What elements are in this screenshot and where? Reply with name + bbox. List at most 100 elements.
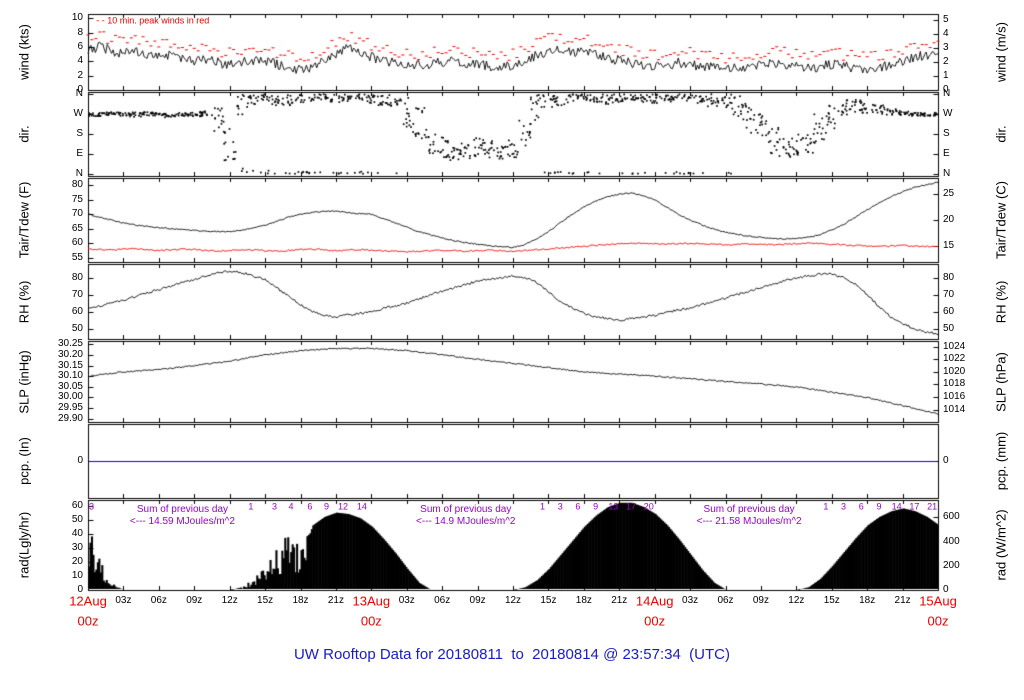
- y-axis-title-right-rad: rad (W/m^2): [993, 509, 1009, 581]
- y-tick-label-left-wind: 0: [77, 84, 83, 95]
- rad-sum-note-line1: Sum of previous day: [136, 504, 229, 515]
- y-axis-title-left-slp: SLP (inHg): [16, 349, 32, 414]
- y-tick-label-left-dir: N: [75, 167, 83, 179]
- rad-sum-note-line2: <--- 14.59 MJoules/m^2: [129, 516, 235, 527]
- rad-sum-note-line2: <--- 21.58 MJoules/m^2: [696, 516, 802, 527]
- rad-cumulative-mark: 9: [593, 501, 599, 512]
- rad-cumulative-mark: 9: [876, 501, 882, 512]
- y-tick-label-right-slp: 1020: [943, 365, 966, 377]
- x-major-label-hour: 00z: [644, 613, 666, 629]
- rad-cumulative-mark: 1: [539, 501, 546, 512]
- rad-sum-note-line1: Sum of previous day: [420, 504, 512, 515]
- y-tick-label-right-wind: 4: [943, 28, 949, 40]
- x-major-label-day: 14Aug: [635, 593, 674, 609]
- x-tick-label: 18z: [859, 595, 876, 606]
- y-tick-label-left-dir: E: [76, 147, 83, 159]
- y-tick-label-left-wind: 6: [77, 40, 83, 52]
- y-tick-label-left-temp: 60: [71, 237, 83, 249]
- y-axis-title-right-rh: RH (%): [993, 280, 1009, 323]
- y-tick-label-left-dir: S: [76, 128, 83, 139]
- rad-cumulative-mark: 3: [557, 501, 563, 512]
- y-tick-label-right-slp: 1018: [943, 378, 966, 390]
- y-tick-label-right-wind: 2: [943, 56, 949, 68]
- rad-cumulative-mark: 6: [575, 501, 581, 512]
- y-tick-label-right-dir: E: [943, 147, 950, 159]
- x-major-label-day: 15Aug: [919, 593, 957, 609]
- x-major-label-day: 13Aug: [352, 593, 391, 609]
- y-axis-title-left-pcp: pcp. (In): [16, 437, 32, 485]
- x-tick-label: 15z: [257, 595, 274, 606]
- y-tick-label-left-slp: 30.10: [57, 370, 83, 382]
- y-tick-label-left-wind: 4: [77, 55, 83, 67]
- rad-cumulative-mark: 3: [89, 501, 95, 512]
- rad-cumulative-mark: 14: [356, 501, 367, 512]
- rad-cumulative-mark: 17: [626, 501, 637, 512]
- y-tick-label-left-slp: 30.25: [57, 338, 83, 350]
- y-tick-label-right-rad: 200: [943, 559, 960, 571]
- y-tick-label-left-rad: 10: [71, 569, 83, 581]
- rad-cumulative-mark: 9: [323, 501, 329, 512]
- y-tick-label-left-temp: 65: [71, 222, 83, 234]
- y-tick-label-left-wind: 10: [71, 12, 83, 24]
- x-tick-label: 21z: [611, 595, 628, 606]
- y-tick-label-left-slp: 30.05: [57, 380, 83, 392]
- y-tick-label-left-temp: 55: [71, 251, 83, 263]
- y-axis-title-left-dir: dir.: [16, 125, 32, 143]
- y-tick-label-right-slp: 1016: [943, 391, 966, 403]
- y-tick-label-right-rh: 60: [943, 305, 955, 317]
- y-tick-label-left-slp: 30.20: [57, 348, 83, 360]
- y-tick-label-right-dir: S: [943, 128, 950, 139]
- y-tick-label-left-temp: 75: [71, 193, 83, 205]
- meteogram-canvas: [0, 0, 1024, 640]
- rad-cumulative-mark: 17: [909, 501, 920, 512]
- rad-cumulative-mark: 21: [927, 501, 938, 512]
- x-tick-label: 18z: [575, 595, 592, 606]
- rad-cumulative-mark: 1: [823, 501, 829, 512]
- x-tick-label: 06z: [434, 595, 451, 606]
- x-tick-label: 15z: [540, 595, 557, 606]
- y-tick-label-right-dir: W: [943, 108, 953, 120]
- y-tick-label-left-rad: 30: [71, 541, 83, 553]
- y-tick-label-right-rh: 50: [943, 322, 955, 334]
- rad-cumulative-mark: 3: [272, 501, 278, 512]
- y-tick-label-right-wind: 3: [943, 42, 949, 54]
- y-tick-label-left-rad: 60: [71, 499, 83, 511]
- figure-title: UW Rooftop Data for 20180811 to 20180814…: [293, 646, 731, 663]
- y-tick-label-left-rad: 40: [71, 527, 83, 539]
- x-major-label-hour: 00z: [927, 613, 949, 629]
- y-tick-label-left-rh: 60: [71, 305, 83, 317]
- y-tick-label-right-rh: 80: [943, 271, 955, 283]
- y-tick-label-left-slp: 30.00: [57, 391, 83, 403]
- x-tick-label: 03z: [682, 595, 699, 606]
- x-tick-label: 15z: [823, 595, 840, 606]
- x-tick-label: 03z: [115, 595, 132, 606]
- y-tick-label-left-temp: 70: [71, 208, 83, 220]
- x-major-label-hour: 00z: [77, 613, 99, 629]
- y-tick-label-left-rh: 50: [71, 322, 83, 334]
- y-tick-label-left-rh: 70: [71, 288, 83, 300]
- y-tick-label-left-dir: N: [75, 88, 83, 100]
- y-axis-title-right-temp: Tair/Tdew (C): [993, 180, 1009, 260]
- y-tick-label-left-wind: 2: [77, 69, 83, 81]
- y-tick-label-left-rad: 50: [71, 513, 83, 525]
- peak-wind-note: - - 10 min. peak winds in red: [96, 15, 210, 26]
- x-tick-label: 21z: [327, 595, 344, 606]
- y-tick-label-right-dir: N: [943, 88, 951, 100]
- y-tick-label-left-temp: 80: [71, 179, 83, 191]
- y-tick-label-right-dir: N: [943, 167, 951, 179]
- y-axis-title-right-slp: SLP (hPa): [993, 351, 1009, 412]
- y-tick-label-right-slp: 1024: [943, 340, 966, 352]
- y-tick-label-right-pcp: 0: [943, 455, 949, 466]
- rad-cumulative-mark: 3: [841, 501, 847, 512]
- x-tick-label: 09z: [469, 595, 486, 606]
- rad-cumulative-mark: 6: [858, 501, 864, 512]
- y-axis-title-left-wind: wind (kts): [16, 24, 32, 80]
- rad-cumulative-mark: 4: [288, 501, 294, 512]
- x-tick-label: 09z: [186, 595, 203, 606]
- x-tick-label: 03z: [398, 595, 415, 606]
- y-tick-label-right-rh: 70: [943, 288, 955, 300]
- x-tick-label: 06z: [150, 595, 167, 606]
- y-axis-title-right-dir: dir.: [993, 125, 1009, 143]
- rad-cumulative-mark: 1: [248, 501, 254, 512]
